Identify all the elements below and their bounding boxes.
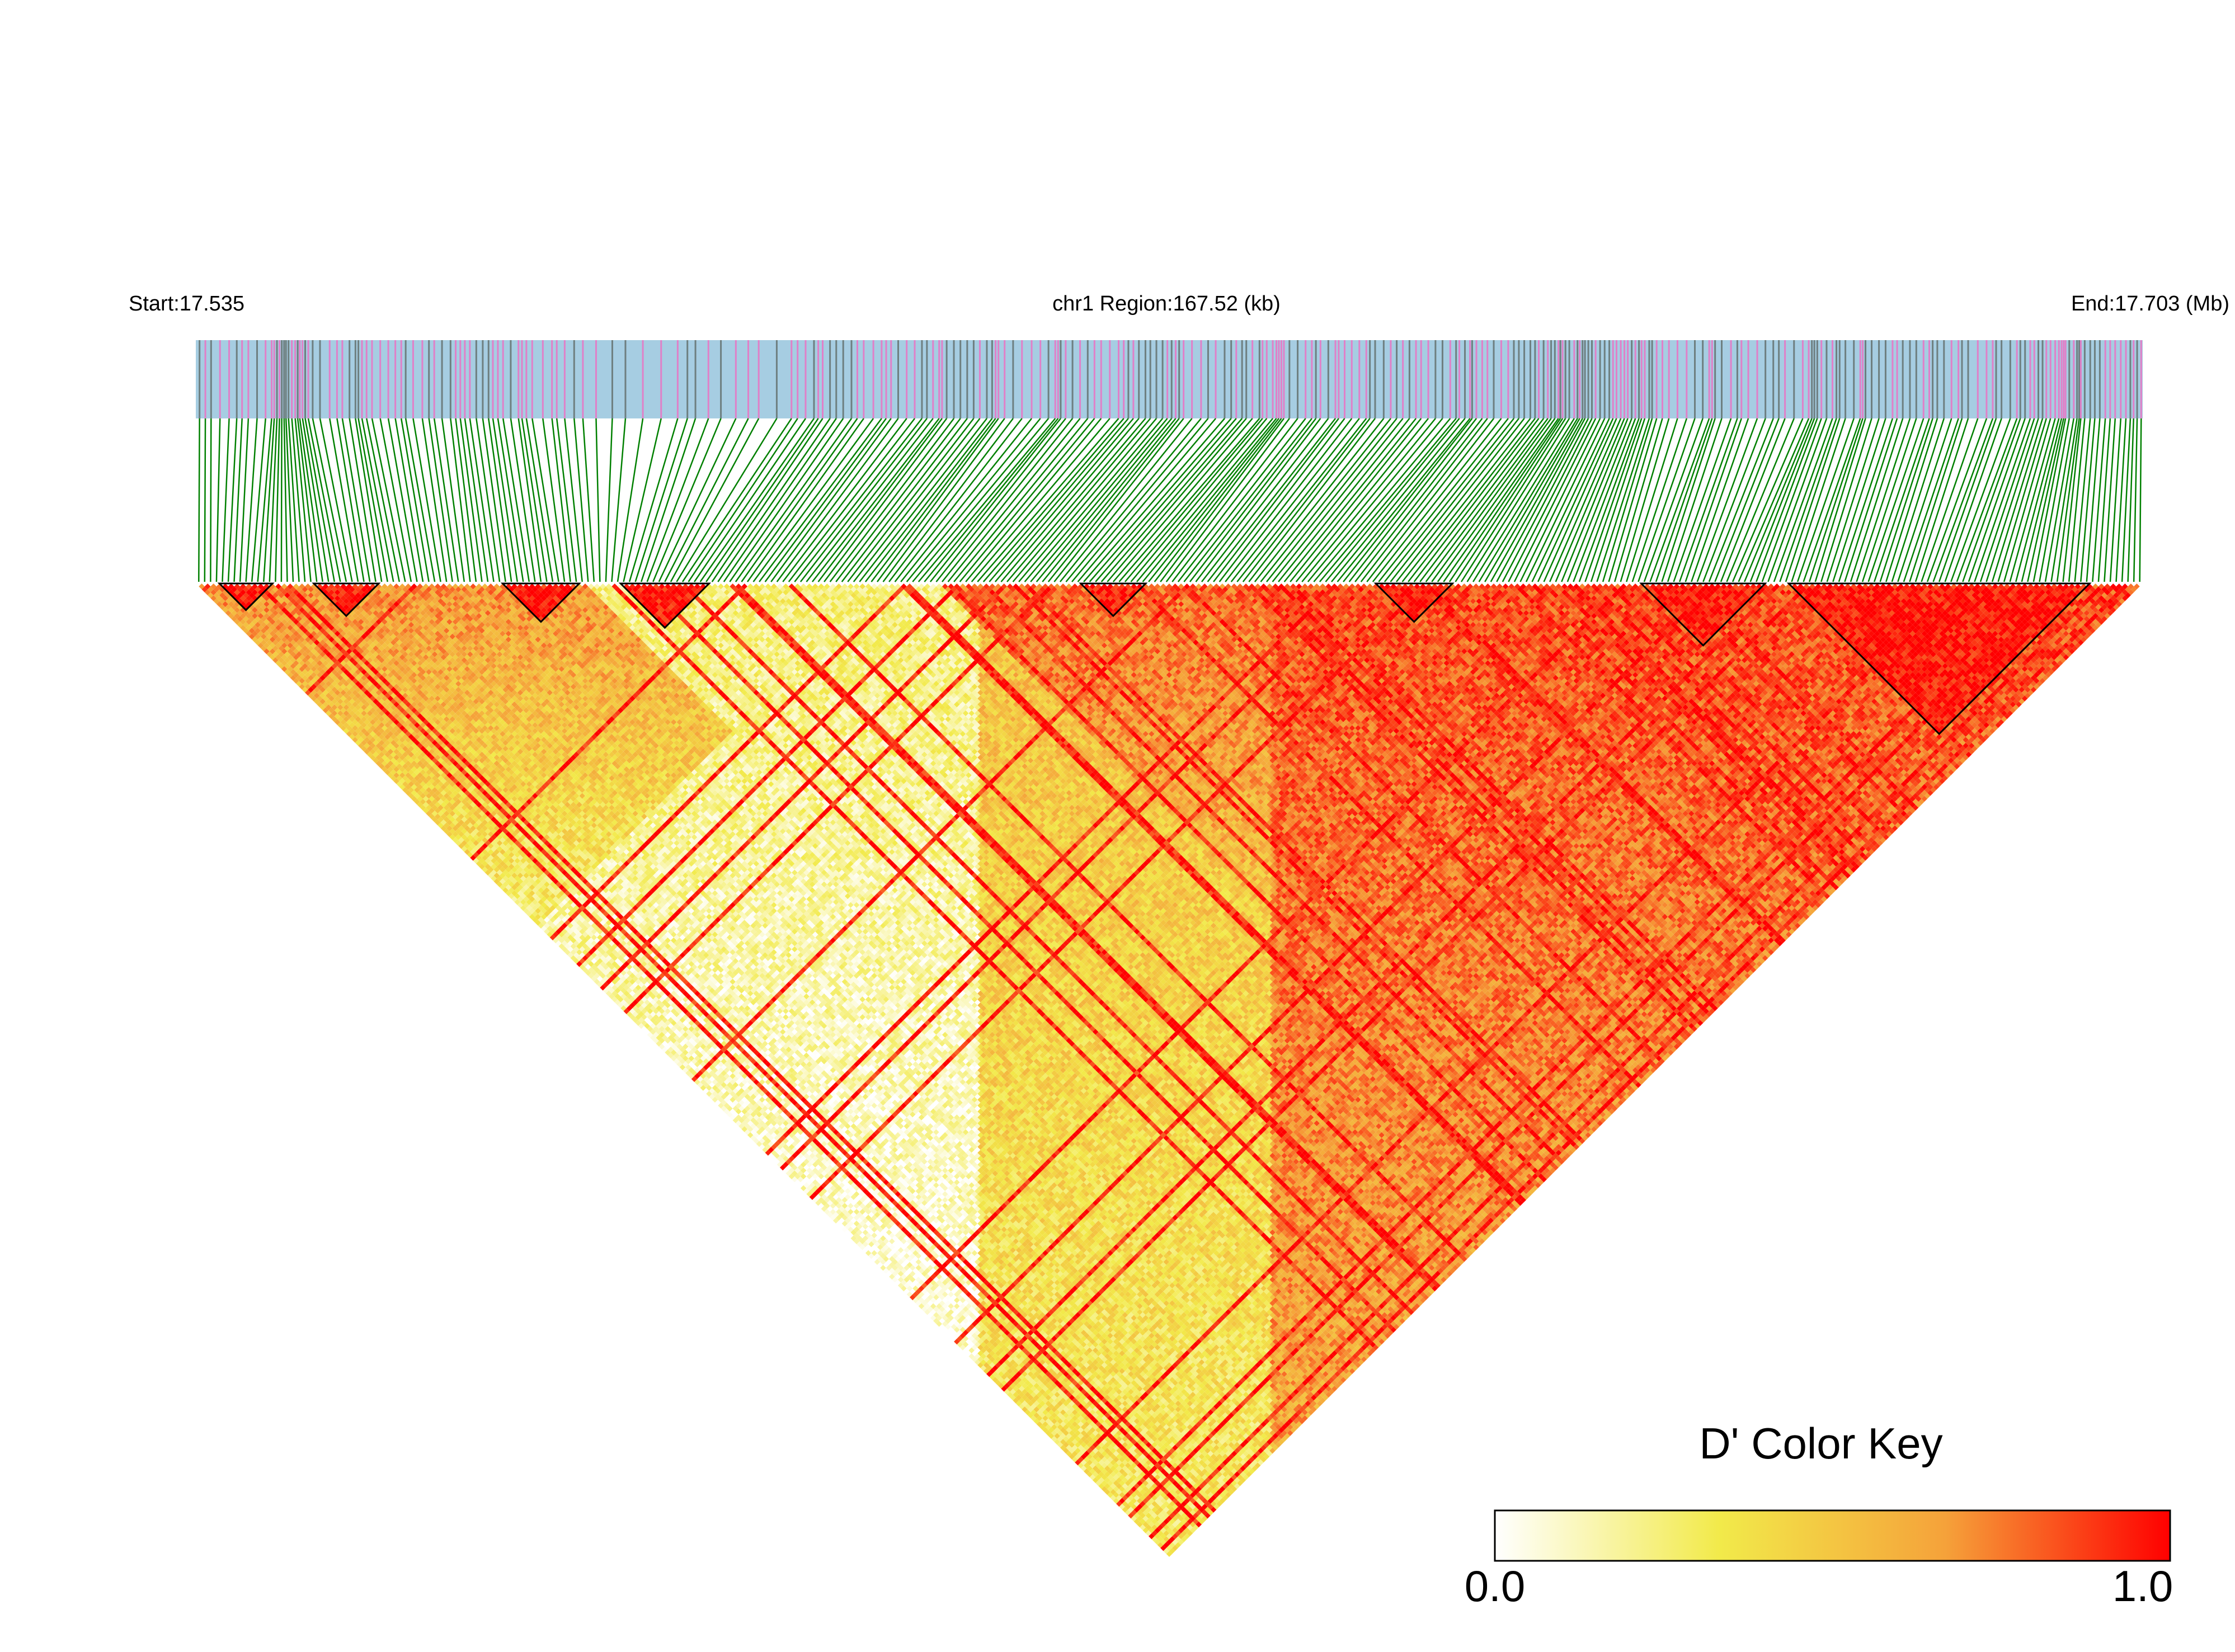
snp-connector [606, 418, 613, 582]
snp-connector [488, 418, 511, 582]
snp-connector [511, 418, 535, 582]
snp-connector [574, 418, 588, 582]
snp-connector [465, 418, 488, 582]
snp-connector [342, 418, 370, 582]
snp-connector [1278, 418, 1409, 582]
snp-connector [388, 418, 417, 582]
snp-connector [2110, 418, 2121, 582]
snp-connector [380, 418, 411, 582]
snp-connector [1656, 418, 1712, 582]
snp-connector [1709, 418, 1773, 582]
snp-connector [596, 418, 600, 582]
snp-connector [429, 418, 453, 582]
ld-heatmap [199, 583, 2139, 1557]
snp-connector [2098, 418, 2110, 582]
snp-connector [2134, 418, 2137, 582]
snp-connector [281, 418, 282, 582]
snp-connector [1674, 418, 1731, 582]
snp-connector [2140, 418, 2142, 582]
snp-connector [1744, 418, 1811, 582]
snp-connector [611, 418, 625, 582]
snp-connector [460, 418, 482, 582]
snp-connector [401, 418, 429, 582]
snp-connector [1172, 418, 1297, 582]
snp-connector [636, 418, 688, 582]
snp-connector [624, 418, 661, 582]
snp-connector [977, 418, 1118, 582]
snp-connector [689, 418, 798, 582]
snp-connector [583, 418, 594, 582]
snp-connector [700, 418, 814, 582]
snp-connector [618, 418, 643, 582]
snp-connector [413, 418, 440, 582]
snp-connector [1107, 418, 1246, 582]
snp-connector [671, 418, 759, 582]
snp-connector-lines [199, 418, 2141, 582]
snp-connector [1798, 418, 1854, 582]
snp-connector [995, 418, 1133, 582]
snp-connector [989, 418, 1128, 582]
snp-connector [842, 418, 967, 582]
snp-connector [830, 418, 954, 582]
snp-connector [736, 418, 851, 582]
snp-connector [1225, 418, 1352, 582]
snp-connector [434, 418, 458, 582]
snp-connector [741, 418, 857, 582]
snp-connector [422, 418, 446, 582]
snp-connector [396, 418, 423, 582]
snp-connector [2104, 418, 2115, 582]
snp-connector [1715, 418, 1778, 582]
snp-connector [2116, 418, 2126, 582]
snp-connector [2092, 418, 2105, 582]
snp-connector [406, 418, 435, 582]
snp-connector [1697, 418, 1757, 582]
snp-connector [1721, 418, 1785, 582]
snp-connector [1361, 418, 1488, 582]
snp-connector [222, 418, 229, 582]
snp-connector [1355, 418, 1482, 582]
snp-connector [217, 418, 220, 582]
snp-connector [298, 418, 317, 582]
snp-connector [1042, 418, 1175, 582]
snp-connector [1739, 418, 1809, 582]
snp-connector [1019, 418, 1156, 582]
snp-connector [1703, 418, 1765, 582]
snp-connector [1638, 418, 1695, 582]
snp-connector [210, 418, 211, 582]
snp-connector [252, 418, 265, 582]
